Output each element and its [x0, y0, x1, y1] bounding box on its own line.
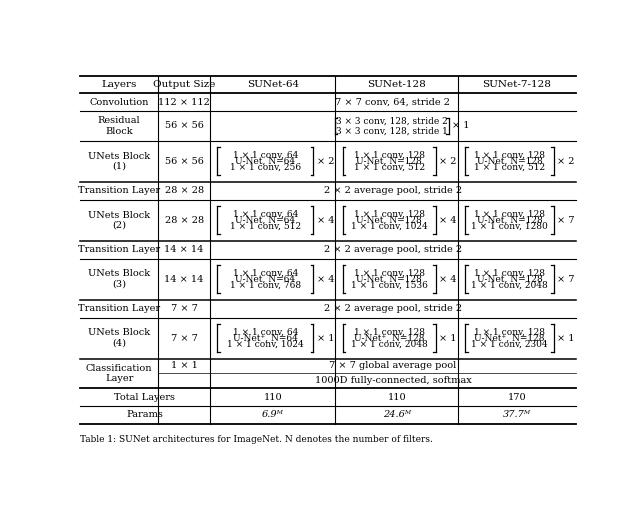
- Text: 1 × 1 conv, 512: 1 × 1 conv, 512: [354, 163, 425, 172]
- Text: 14 × 14: 14 × 14: [164, 274, 204, 284]
- Text: 28 × 28: 28 × 28: [164, 186, 204, 195]
- Text: × 1: × 1: [452, 121, 470, 131]
- Text: 1 × 1 conv, 128: 1 × 1 conv, 128: [354, 209, 425, 218]
- Text: U-Net, N=128: U-Net, N=128: [477, 216, 543, 225]
- Text: Total Layers: Total Layers: [115, 393, 175, 401]
- Text: U-Net, N=128: U-Net, N=128: [477, 274, 543, 284]
- Text: 170: 170: [508, 393, 526, 401]
- Text: 2 × 2 average pool, stride 2: 2 × 2 average pool, stride 2: [324, 245, 462, 254]
- Text: Transition Layer: Transition Layer: [78, 304, 160, 313]
- Text: U-Net, N=64: U-Net, N=64: [235, 157, 295, 166]
- Text: U-Net⁺, N=128: U-Net⁺, N=128: [474, 334, 545, 343]
- Text: × 4: × 4: [439, 216, 457, 225]
- Text: U-Net⁺, N=64: U-Net⁺, N=64: [233, 334, 298, 343]
- Text: 1 × 1 conv, 128: 1 × 1 conv, 128: [354, 327, 425, 336]
- Text: 1000D fully-connected, softmax: 1000D fully-connected, softmax: [315, 376, 471, 385]
- Text: UNets Block
(3): UNets Block (3): [88, 269, 150, 289]
- Text: U-Net, N=128: U-Net, N=128: [356, 274, 422, 284]
- Text: × 2: × 2: [439, 157, 457, 166]
- Text: SUNet-64: SUNet-64: [246, 80, 299, 89]
- Text: × 1: × 1: [557, 334, 575, 343]
- Text: 1 × 1 conv, 64: 1 × 1 conv, 64: [232, 209, 298, 218]
- Text: 2 × 2 average pool, stride 2: 2 × 2 average pool, stride 2: [324, 186, 462, 195]
- Text: U-Net, N=128: U-Net, N=128: [356, 216, 422, 225]
- Text: 1 × 1 conv, 2048: 1 × 1 conv, 2048: [471, 281, 548, 290]
- Text: 3 × 3 conv, 128, stride 2: 3 × 3 conv, 128, stride 2: [336, 116, 447, 125]
- Text: SUNet-128: SUNet-128: [367, 80, 426, 89]
- Text: 56 × 56: 56 × 56: [164, 121, 204, 131]
- Text: 7 × 7: 7 × 7: [171, 334, 198, 343]
- Text: 7 × 7: 7 × 7: [171, 304, 198, 313]
- Text: 1 × 1 conv, 2304: 1 × 1 conv, 2304: [471, 340, 548, 349]
- Text: Params: Params: [127, 410, 163, 419]
- Text: 1 × 1 conv, 128: 1 × 1 conv, 128: [474, 151, 545, 159]
- Text: 1 × 1 conv, 128: 1 × 1 conv, 128: [354, 268, 425, 278]
- Text: Transition Layer: Transition Layer: [78, 186, 160, 195]
- Text: 1 × 1 conv, 1280: 1 × 1 conv, 1280: [471, 222, 548, 231]
- Text: 14 × 14: 14 × 14: [164, 245, 204, 254]
- Text: 1 × 1 conv, 64: 1 × 1 conv, 64: [232, 327, 298, 336]
- Text: U-Net, N=64: U-Net, N=64: [235, 274, 295, 284]
- Text: Table 1: SUNet architectures for ImageNet. N denotes the number of filters.: Table 1: SUNet architectures for ImageNe…: [80, 435, 433, 444]
- Text: 112 × 112: 112 × 112: [158, 98, 210, 107]
- Text: 110: 110: [387, 393, 406, 401]
- Text: 1 × 1 conv, 512: 1 × 1 conv, 512: [474, 163, 545, 172]
- Text: UNets Block
(4): UNets Block (4): [88, 328, 150, 348]
- Text: 1 × 1 conv, 128: 1 × 1 conv, 128: [474, 268, 545, 278]
- Text: 7 × 7 conv, 64, stride 2: 7 × 7 conv, 64, stride 2: [335, 98, 451, 107]
- Text: 6.9ᴹ: 6.9ᴹ: [262, 410, 284, 419]
- Text: 28 × 28: 28 × 28: [164, 216, 204, 225]
- Text: 1 × 1 conv, 1024: 1 × 1 conv, 1024: [227, 340, 303, 349]
- Text: × 4: × 4: [439, 274, 457, 284]
- Text: 1 × 1 conv, 1024: 1 × 1 conv, 1024: [351, 222, 428, 231]
- Text: 2 × 2 average pool, stride 2: 2 × 2 average pool, stride 2: [324, 304, 462, 313]
- Text: Transition Layer: Transition Layer: [78, 245, 160, 254]
- Text: 1 × 1 conv, 128: 1 × 1 conv, 128: [474, 209, 545, 218]
- Text: 1 × 1 conv, 1536: 1 × 1 conv, 1536: [351, 281, 428, 290]
- Text: × 7: × 7: [557, 274, 575, 284]
- Text: Output Size: Output Size: [153, 80, 215, 89]
- Text: SUNet-7-128: SUNet-7-128: [483, 80, 552, 89]
- Text: 1 × 1 conv, 768: 1 × 1 conv, 768: [230, 281, 301, 290]
- Text: 1 × 1 conv, 256: 1 × 1 conv, 256: [230, 163, 301, 172]
- Text: 1 × 1 conv, 512: 1 × 1 conv, 512: [230, 222, 301, 231]
- Text: U-Net, N=64: U-Net, N=64: [235, 216, 295, 225]
- Text: 3 × 3 conv, 128, stride 1: 3 × 3 conv, 128, stride 1: [336, 126, 447, 136]
- Text: × 4: × 4: [317, 216, 334, 225]
- Text: UNets Block
(2): UNets Block (2): [88, 211, 150, 230]
- Text: 1 × 1 conv, 2048: 1 × 1 conv, 2048: [351, 340, 428, 349]
- Text: 37.7ᴹ: 37.7ᴹ: [503, 410, 531, 419]
- Text: 1 × 1 conv, 128: 1 × 1 conv, 128: [354, 151, 425, 159]
- Text: U-Net, N=128: U-Net, N=128: [477, 157, 543, 166]
- Text: Classification
Layer: Classification Layer: [86, 364, 152, 383]
- Text: 1 × 1: 1 × 1: [171, 361, 198, 371]
- Text: × 4: × 4: [317, 274, 334, 284]
- Text: Residual
Block: Residual Block: [98, 116, 141, 136]
- Text: 1 × 1 conv, 128: 1 × 1 conv, 128: [474, 327, 545, 336]
- Text: 1 × 1 conv, 64: 1 × 1 conv, 64: [232, 151, 298, 159]
- Text: × 7: × 7: [557, 216, 575, 225]
- Text: UNets Block
(1): UNets Block (1): [88, 152, 150, 171]
- Text: 24.6ᴹ: 24.6ᴹ: [383, 410, 411, 419]
- Text: 56 × 56: 56 × 56: [164, 157, 204, 166]
- Text: × 1: × 1: [317, 334, 334, 343]
- Text: 110: 110: [264, 393, 282, 401]
- Text: U-Net, N=128: U-Net, N=128: [356, 157, 422, 166]
- Text: 7 × 7 global average pool: 7 × 7 global average pool: [330, 361, 456, 371]
- Text: × 2: × 2: [557, 157, 575, 166]
- Text: Layers: Layers: [102, 80, 137, 89]
- Text: × 1: × 1: [439, 334, 457, 343]
- Text: × 2: × 2: [317, 157, 334, 166]
- Text: U-Net⁺, N=128: U-Net⁺, N=128: [354, 334, 424, 343]
- Text: 1 × 1 conv, 64: 1 × 1 conv, 64: [232, 268, 298, 278]
- Text: Convolution: Convolution: [90, 98, 149, 107]
